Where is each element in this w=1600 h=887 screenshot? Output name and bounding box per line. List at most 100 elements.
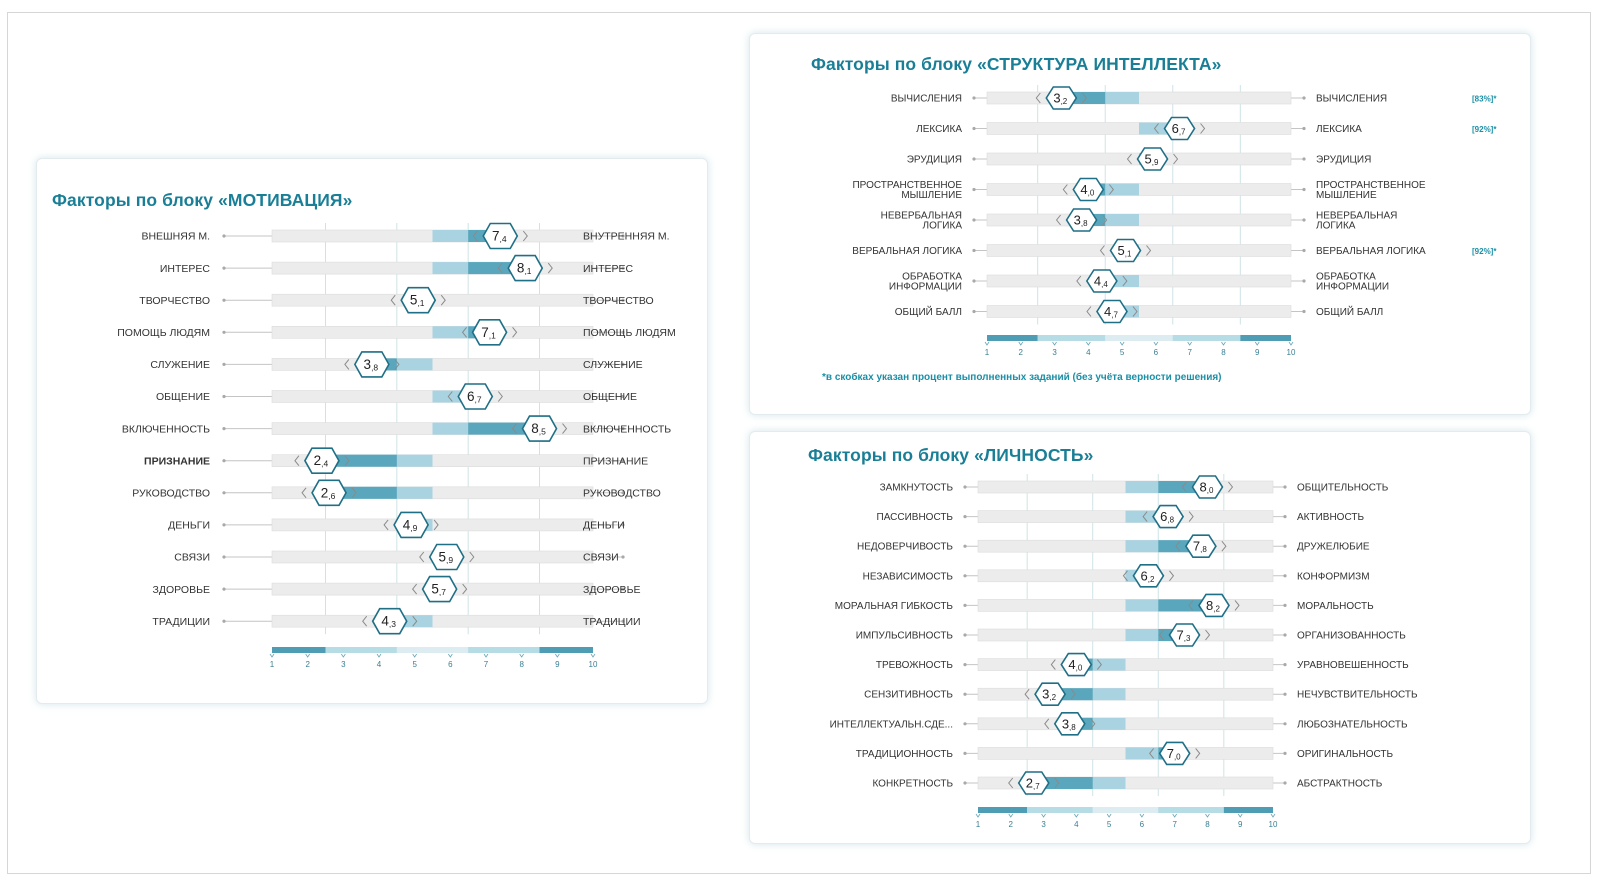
panel-title: Факторы по блоку «СТРУКТУРА ИНТЕЛЛЕКТА» bbox=[811, 54, 1222, 74]
left-pole-label: ТВОРЧЕСТВО bbox=[139, 295, 210, 307]
value-label: 5,1 bbox=[410, 293, 425, 309]
chevron-left-icon bbox=[1175, 540, 1181, 552]
scale-tick-label: 8 bbox=[1205, 820, 1210, 829]
chevron-left-icon bbox=[1008, 777, 1014, 789]
scale-segment bbox=[1105, 335, 1173, 341]
scale-tick bbox=[1074, 813, 1079, 818]
right-pole-label: АКТИВНОСТЬ bbox=[1297, 512, 1364, 523]
left-pole-label: РУКОВОДСТВО bbox=[132, 487, 210, 499]
percent-note: [92%]* bbox=[1472, 125, 1497, 134]
right-pole-label: МОРАЛЬНОСТЬ bbox=[1297, 601, 1374, 612]
scale-tick-label: 10 bbox=[589, 660, 598, 669]
chevron-right-icon bbox=[462, 583, 468, 595]
value-label: 5,9 bbox=[1145, 152, 1159, 168]
row-axis-dot bbox=[972, 157, 976, 161]
scale-segment bbox=[325, 647, 397, 653]
scale-tick-label: 7 bbox=[1172, 820, 1177, 829]
value-hexagon bbox=[1184, 534, 1217, 558]
scale-row: ПРИЗНАНИЕ ПРИЗНАНИЕ 2,4 bbox=[144, 447, 648, 474]
value-hexagon bbox=[457, 383, 494, 410]
scale-tick bbox=[1187, 341, 1192, 346]
scale-segment bbox=[1092, 807, 1159, 813]
value-label: 6,8 bbox=[1160, 509, 1174, 524]
scale-row: ОБЩИЙ БАЛЛ ОБЩИЙ БАЛЛ 4,7 bbox=[895, 299, 1383, 324]
value-hexagon bbox=[507, 254, 544, 282]
value-label: 4,4 bbox=[1094, 274, 1108, 290]
left-pole-label: ОБРАБОТКА ИНФОРМАЦИИ bbox=[889, 272, 962, 293]
value-hexagon bbox=[1109, 238, 1142, 263]
scale-tick-label: 4 bbox=[1074, 820, 1079, 829]
row-axis-dot bbox=[963, 722, 967, 726]
scale-tick bbox=[1221, 341, 1226, 346]
scale-row: СЕНЗИТИВНОСТЬ НЕЧУВСТВИТЕЛЬНОСТЬ 3,2 bbox=[864, 682, 1418, 706]
value-hexagon bbox=[311, 479, 347, 507]
left-pole-label: НЕЗАВИСИМОСТЬ bbox=[863, 571, 954, 582]
personality-panel: Факторы по блоку «ЛИЧНОСТЬ» ЗАМКНУТОСТЬ О… bbox=[749, 431, 1531, 844]
row-axis-dot bbox=[222, 491, 226, 495]
chevron-right-icon bbox=[1132, 306, 1138, 317]
row-axis-dot bbox=[972, 96, 976, 100]
chevron-left-icon bbox=[390, 294, 396, 306]
scale-tick bbox=[590, 653, 596, 658]
chevron-left-icon bbox=[411, 583, 418, 595]
row-axis-dot bbox=[222, 427, 226, 431]
left-pole-label: ПРОСТРАНСТВЕННОЕ МЫШЛЕНИЕ bbox=[852, 180, 962, 201]
scale-tick bbox=[1086, 341, 1091, 346]
chevron-right-icon bbox=[1221, 540, 1227, 552]
value-hexagon bbox=[393, 511, 430, 539]
value-label: 6,7 bbox=[467, 389, 482, 405]
band-dark bbox=[321, 454, 397, 467]
scale-tick bbox=[1153, 341, 1159, 346]
row-axis-dot bbox=[621, 523, 625, 527]
right-pole-label: ВНУТРЕННЯЯ М. bbox=[583, 231, 670, 243]
left-pole-label: СВЯЗИ bbox=[174, 552, 210, 564]
value-label: 5,9 bbox=[438, 550, 453, 566]
scale-tick-label: 2 bbox=[305, 660, 310, 669]
right-pole-label: ЗДОРОВЬЕ bbox=[583, 584, 640, 596]
row-axis-dot bbox=[963, 544, 967, 548]
left-pole-label: ЛЕКСИКА bbox=[916, 124, 962, 135]
right-pole-label: РУКОВОДСТВО bbox=[583, 487, 661, 499]
right-pole-label: ЛЮБОЗНАТЕЛЬНОСТЬ bbox=[1297, 719, 1408, 730]
scale-tick bbox=[483, 653, 489, 658]
scale-tick-label: 7 bbox=[484, 660, 489, 669]
scale-row: ДЕНЬГИ ДЕНЬГИ 4,9 bbox=[168, 511, 625, 539]
value-label: 6,7 bbox=[1172, 121, 1186, 137]
right-pole-label: ПРИЗНАНИЕ bbox=[583, 455, 648, 467]
panel-title: Факторы по блоку «ЛИЧНОСТЬ» bbox=[808, 445, 1094, 465]
value-label: 3,8 bbox=[1074, 213, 1088, 229]
percent-note: [83%]* bbox=[1472, 95, 1497, 104]
scale-tick-label: 4 bbox=[377, 660, 382, 669]
scale-segment bbox=[1158, 807, 1224, 813]
scale-tick-label: 8 bbox=[1221, 348, 1226, 357]
scale-tick bbox=[341, 653, 346, 658]
scale-row: ЛЕКСИКА ЛЕКСИКА 6,7 [92%]* bbox=[916, 116, 1497, 141]
scale-tick bbox=[269, 653, 275, 658]
value-hexagon bbox=[1096, 299, 1128, 324]
chevron-left-icon bbox=[294, 455, 300, 467]
right-pole-label: ОРГАНИЗОВАННОСТЬ bbox=[1297, 631, 1406, 642]
row-axis-dot bbox=[621, 330, 625, 334]
scale-tick-label: 6 bbox=[1154, 348, 1159, 357]
scale-row: МОРАЛЬНАЯ ГИБКОСТЬ МОРАЛЬНОСТЬ 8,2 bbox=[835, 593, 1374, 618]
scale-tick bbox=[448, 653, 453, 658]
chevron-left-icon bbox=[419, 551, 425, 563]
chevron-right-icon bbox=[1090, 718, 1096, 730]
scale-tick-label: 9 bbox=[555, 660, 560, 669]
chevron-right-icon bbox=[1102, 214, 1108, 226]
scale-row: ИМПУЛЬСИВНОСТЬ ОРГАНИЗОВАННОСТЬ 7,3 bbox=[856, 623, 1406, 647]
value-hexagon bbox=[1168, 623, 1201, 647]
scale-segment bbox=[1027, 807, 1093, 813]
left-pole-label: НЕВЕРБАЛЬНАЯ ЛОГИКА bbox=[881, 211, 963, 232]
row-axis-dot bbox=[222, 459, 226, 463]
row-axis-dot bbox=[963, 574, 967, 578]
left-pole-label: НЕДОВЕРЧИВОСТЬ bbox=[857, 542, 953, 553]
chevron-right-icon bbox=[512, 326, 518, 338]
value-label: 8,1 bbox=[517, 261, 532, 277]
row-axis-dot bbox=[972, 279, 976, 283]
left-pole-label: ТРАДИЦИОННОСТЬ bbox=[856, 749, 954, 760]
scale-tick bbox=[1008, 813, 1014, 818]
scale-tick-label: 5 bbox=[1107, 820, 1112, 829]
scale-tick bbox=[984, 341, 990, 346]
